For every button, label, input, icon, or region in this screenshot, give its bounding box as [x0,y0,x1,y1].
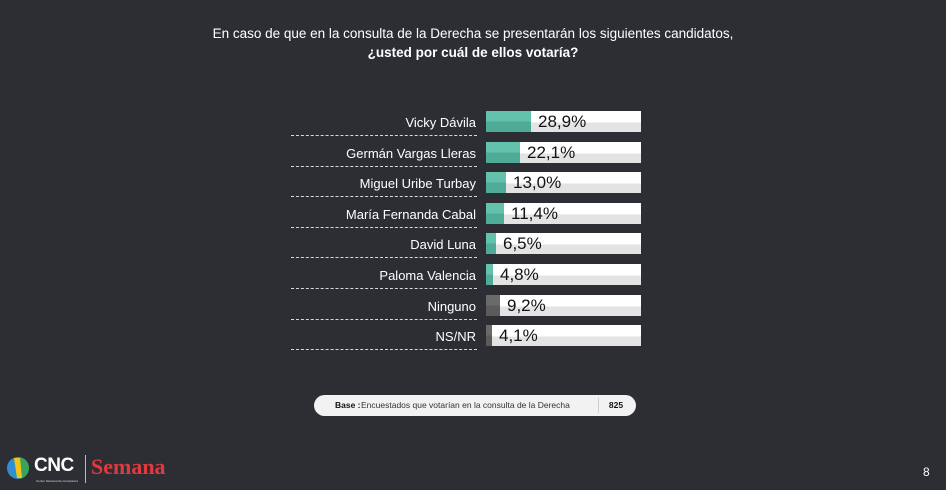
row-label: David Luna [410,237,476,253]
chart-row: María Fernanda Cabal 11,4% [291,202,651,234]
base-count: 825 [608,400,624,410]
row-label: Germán Vargas Lleras [346,145,476,161]
bar-value: 11,4% [511,203,558,223]
chart-row: Ninguno 9,2% [291,294,651,326]
bar-value: 4,1% [499,326,538,346]
bar-value: 4,8% [500,265,539,284]
chart-row: NS/NR 4,1% [291,325,651,356]
base-description: Encuestados que votarían en la consulta … [361,400,570,410]
row-label: María Fernanda Cabal [345,206,476,222]
logo-divider [85,455,86,483]
chart-row: David Luna 6,5% [291,233,651,264]
bar-fill [486,172,506,194]
bar-value: 13,0% [513,173,562,193]
row-separator [291,226,477,228]
bar-fill [486,325,492,347]
row-label: NS/NR [435,329,476,345]
chart-row: Vicky Dávila 28,9% [291,111,651,142]
bar-track: 9,2% [486,294,641,316]
bar-track: 13,0% [486,172,641,194]
row-separator [291,318,477,320]
bar-fill [486,202,504,224]
chart-row: Miguel Uribe Turbay 13,0% [291,172,651,203]
bar-track: 4,8% [486,264,641,285]
row-label: Ninguno [427,298,476,314]
row-separator [291,135,477,136]
bar-fill [486,141,520,163]
row-label: Miguel Uribe Turbay [359,176,476,192]
cnc-logo-text: CNC [34,455,74,476]
bar-fill [486,111,531,132]
row-separator [291,349,477,351]
base-note: Base : Encuestados que votarían en la co… [314,395,636,416]
cnc-logo-icon [7,457,29,479]
cnc-logo-subtitle: Centro Nacional de Consultoría [36,479,78,483]
bar-fill [486,294,500,316]
row-label: Paloma Valencia [379,268,476,283]
bar-chart: Vicky Dávila 28,9% Germán Vargas Lleras 22,… [291,111,651,356]
bar-fill [486,233,496,255]
bar-track: 6,5% [486,233,641,255]
chart-title-line1: En caso de que en la consulta de la Dere… [212,26,734,41]
bar-value: 6,5% [503,234,542,254]
row-separator [291,288,477,289]
bar-value: 9,2% [507,295,546,315]
row-separator [291,196,477,198]
chart-title-question: ¿usted por cuál de ellos votaría? [367,45,579,60]
bar-track: 28,9% [486,111,641,132]
row-label: Vicky Dávila [405,115,476,130]
bar-value: 28,9% [538,112,587,131]
bar-fill [486,264,493,285]
bar-track: 22,1% [486,141,641,163]
semana-logo: Semana [91,454,166,479]
page-number: 8 [923,465,930,479]
base-label: Base : [335,400,361,410]
bar-value: 22,1% [527,142,576,162]
row-separator [291,165,477,167]
bar-track: 4,1% [486,325,641,347]
base-divider [598,398,599,413]
chart-row: Germán Vargas Lleras 22,1% [291,141,651,173]
bar-track: 11,4% [486,202,641,224]
chart-row: Paloma Valencia 4,8% [291,264,651,295]
row-separator [291,257,477,259]
chart-title: En caso de que en la consulta de la Dere… [0,24,946,62]
